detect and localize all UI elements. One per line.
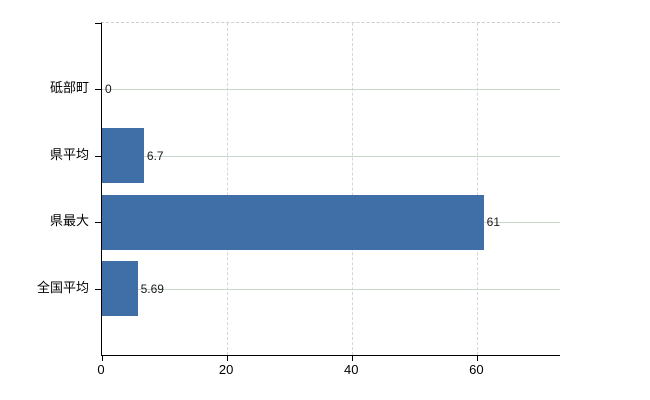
x-axis-tick [102,356,103,361]
y-axis-top-tick [95,23,101,24]
vertical-gridline [227,23,229,355]
y-axis-tick [95,155,101,157]
category-label: 全国平均 [36,279,89,295]
horizontal-gridline [102,155,560,157]
x-axis-tick [477,356,479,361]
y-axis-tick [95,288,101,290]
x-tick-label: 20 [218,362,234,377]
vertical-gridline [352,23,354,355]
horizontal-gridline [102,288,560,290]
bar-2 [102,128,144,184]
plot-area: 0 6.7 61 5.69 [95,22,560,361]
y-axis-tick [95,222,101,224]
vertical-gridline [477,23,479,355]
x-axis-tick [227,356,229,361]
value-label: 6.7 [146,148,164,163]
value-label: 5.69 [140,281,164,296]
bar-4 [102,261,138,317]
category-label: 県平均 [49,147,89,162]
bar-3 [102,194,484,250]
horizontal-gridline [102,89,560,91]
x-axis-tick [352,356,354,361]
category-label: 県最大 [49,213,89,229]
x-tick-label: 60 [469,362,484,377]
value-label: 61 [486,215,501,230]
y-axis-tick [95,89,101,91]
category-label: 砥部町 [49,80,89,96]
value-label: 0 [105,82,112,97]
x-tick-label: 40 [344,362,359,377]
x-tick-label: 0 [97,362,105,377]
